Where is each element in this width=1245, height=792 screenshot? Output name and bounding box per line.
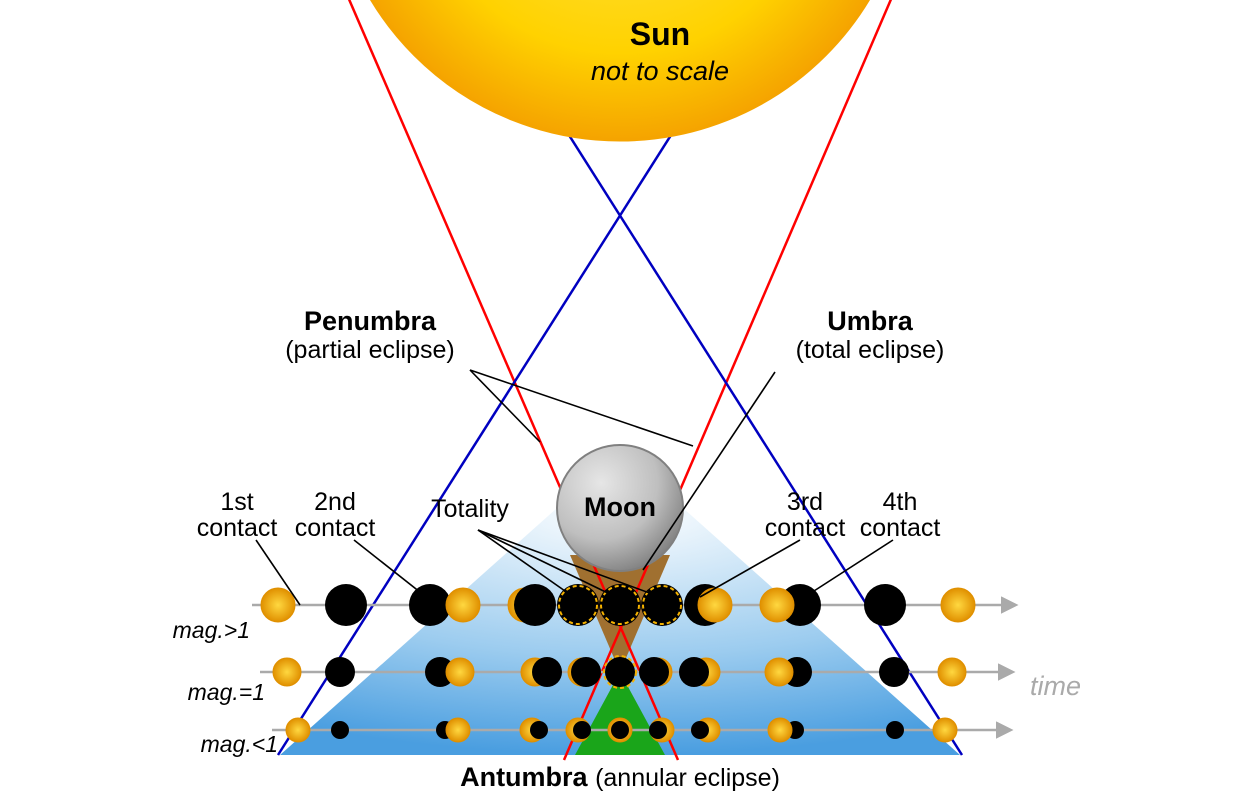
mini-moon-icon <box>605 657 635 687</box>
label-4th-contact-line2: contact <box>860 514 941 542</box>
umbra-subtitle: (total eclipse) <box>796 336 945 364</box>
sun-title-text: Sun <box>630 16 690 52</box>
mini-moon-icon <box>879 657 909 687</box>
moon: Moon <box>557 445 683 571</box>
mini-moon-icon <box>530 721 548 739</box>
label-mag-lt1: mag.<1 <box>201 731 278 757</box>
label-3rd-contact-line2: contact <box>765 514 846 542</box>
mini-moon-icon <box>532 657 562 687</box>
label-2nd-contact-line2: contact <box>295 514 376 542</box>
sun: Sun not to scale <box>330 0 910 140</box>
mini-moon-icon <box>611 721 629 739</box>
mini-sun-icon <box>698 588 732 622</box>
mini-moon-icon <box>886 721 904 739</box>
mini-sun-icon <box>446 658 474 686</box>
mini-moon-icon <box>573 721 591 739</box>
mini-sun-icon <box>760 588 794 622</box>
mini-moon-icon <box>864 584 906 626</box>
label-time: time <box>1030 671 1081 701</box>
mini-sun-icon <box>446 588 480 622</box>
mini-moon-icon <box>571 657 601 687</box>
mini-sun-icon <box>261 588 295 622</box>
mini-sun-icon <box>941 588 975 622</box>
mini-moon-icon <box>409 584 451 626</box>
mini-sun-icon <box>938 658 966 686</box>
label-totality: Totality <box>431 495 509 523</box>
mini-sun-icon <box>286 718 310 742</box>
antumbra-label: Antumbra (annular eclipse) <box>460 762 780 792</box>
leader-line <box>354 540 430 600</box>
mini-moon-icon <box>641 584 683 626</box>
label-1st-contact: 1st <box>220 488 253 516</box>
mini-moon-icon <box>599 584 641 626</box>
mini-sun-icon <box>273 658 301 686</box>
umbra-title: Umbra <box>827 306 914 336</box>
label-4th-contact: 4th <box>883 488 918 516</box>
mini-moon-icon <box>325 584 367 626</box>
moon-label-text: Moon <box>584 492 656 522</box>
mini-moon-icon <box>331 721 349 739</box>
eclipse-diagram: Sun not to scale Moon Penumbra(partial e… <box>0 0 1245 792</box>
eclipse-row <box>252 584 1015 626</box>
mini-moon-icon <box>639 657 669 687</box>
leader-line <box>470 370 540 442</box>
label-mag-gt1: mag.>1 <box>173 617 250 643</box>
mini-sun-icon <box>933 718 957 742</box>
mini-sun-icon <box>768 718 792 742</box>
penumbra-title: Penumbra <box>304 306 437 336</box>
mini-moon-icon <box>325 657 355 687</box>
label-2nd-contact: 2nd <box>314 488 356 516</box>
mini-moon-icon <box>649 721 667 739</box>
mini-moon-icon <box>691 721 709 739</box>
label-1st-contact-line2: contact <box>197 514 278 542</box>
mini-moon-icon <box>514 584 556 626</box>
mini-sun-icon <box>765 658 793 686</box>
sun-subtitle-text: not to scale <box>591 56 729 86</box>
label-mag-eq1: mag.=1 <box>188 679 265 705</box>
label-3rd-contact: 3rd <box>787 488 823 516</box>
mini-moon-icon <box>679 657 709 687</box>
penumbra-subtitle: (partial eclipse) <box>285 336 455 364</box>
leader-line <box>470 370 693 446</box>
mini-sun-icon <box>446 718 470 742</box>
